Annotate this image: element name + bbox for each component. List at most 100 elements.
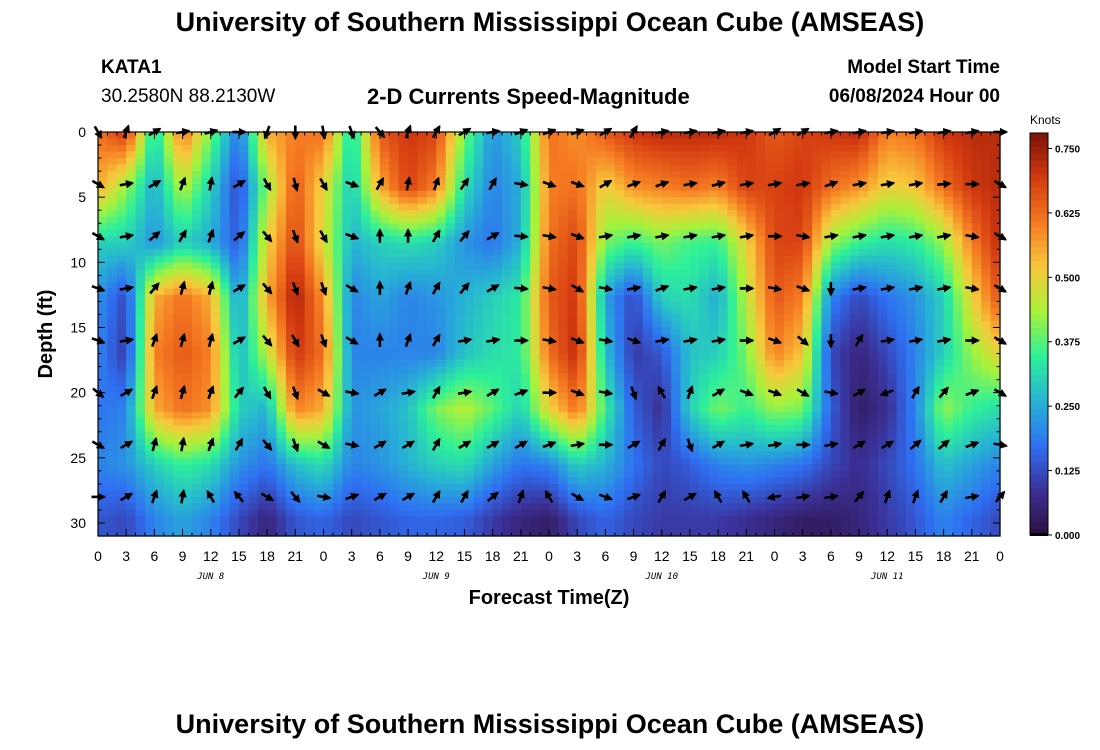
heatmap-cell — [595, 138, 606, 146]
heatmap-cell — [765, 516, 776, 524]
heatmap-cell — [783, 262, 794, 270]
heatmap-cell — [727, 236, 738, 244]
heatmap-cell — [736, 477, 747, 485]
heatmap-cell — [680, 223, 691, 231]
heatmap-cell — [680, 477, 691, 485]
heatmap-cell — [642, 379, 653, 387]
heatmap-cell — [163, 190, 174, 198]
heatmap-cell — [689, 164, 700, 172]
heatmap-cell — [285, 184, 296, 192]
heatmap-cell — [173, 132, 184, 140]
heatmap-cell — [614, 275, 625, 283]
heatmap-cell — [746, 171, 757, 179]
heatmap-cell — [361, 503, 372, 511]
heatmap-cell — [830, 477, 841, 485]
heatmap-cell — [238, 158, 249, 166]
heatmap-cell — [661, 464, 672, 472]
heatmap-cell — [389, 229, 400, 237]
heatmap-cell — [830, 379, 841, 387]
heatmap-cell — [276, 392, 287, 400]
heatmap-cell — [812, 158, 823, 166]
heatmap-cell — [483, 145, 494, 153]
heatmap-cell — [304, 203, 315, 211]
heatmap-cell — [502, 132, 513, 140]
heatmap-cell — [642, 386, 653, 394]
heatmap-cell — [746, 477, 757, 485]
heatmap-cell — [417, 242, 428, 250]
heatmap-cell — [774, 249, 785, 257]
heatmap-cell — [812, 509, 823, 518]
heatmap-cell — [699, 281, 710, 289]
heatmap-cell — [718, 171, 729, 179]
heatmap-cell — [689, 366, 700, 374]
heatmap-cell — [661, 184, 672, 192]
heatmap-cell — [98, 470, 108, 478]
heatmap-cell — [173, 288, 184, 296]
heatmap-cell — [699, 425, 710, 433]
heatmap-cell — [840, 184, 851, 192]
heatmap-cell — [154, 249, 165, 257]
heatmap-cell — [830, 444, 841, 452]
heatmap-cell — [614, 145, 625, 153]
heatmap-cell — [736, 320, 747, 329]
heatmap-cell — [426, 360, 437, 368]
heatmap-cell — [539, 314, 550, 322]
heatmap-cell — [473, 490, 484, 498]
heatmap-cell — [605, 294, 616, 303]
heatmap-cell — [285, 216, 296, 224]
heatmap-cell — [830, 503, 841, 511]
heatmap-cell — [492, 268, 503, 276]
heatmap-cell — [558, 223, 569, 231]
heatmap-cell — [163, 470, 174, 478]
heatmap-cell — [746, 210, 757, 218]
heatmap-cell — [173, 470, 184, 478]
heatmap-cell — [257, 379, 268, 387]
heatmap-cell — [342, 307, 353, 316]
heatmap-cell — [248, 522, 259, 531]
heatmap-cell — [718, 490, 729, 498]
heatmap-cell — [464, 177, 475, 185]
heatmap-cell — [107, 294, 118, 303]
heatmap-cell — [126, 366, 137, 374]
heatmap-cell — [267, 275, 278, 283]
heatmap-cell — [567, 288, 578, 296]
heatmap-cell — [502, 399, 513, 407]
heatmap-cell — [417, 503, 428, 511]
heatmap-cell — [586, 203, 597, 211]
heatmap-cell — [830, 360, 841, 368]
heatmap-cell — [783, 444, 794, 452]
heatmap-cell — [727, 314, 738, 322]
heatmap-cell — [624, 158, 635, 166]
heatmap-cell — [210, 145, 221, 153]
heatmap-cell — [661, 164, 672, 172]
heatmap-cell — [201, 379, 212, 387]
heatmap-cell — [802, 242, 813, 250]
heatmap-cell — [304, 522, 315, 531]
heatmap-cell — [389, 268, 400, 276]
heatmap-cell — [821, 242, 832, 250]
heatmap-cell — [144, 210, 155, 218]
heatmap-cell — [408, 249, 419, 257]
heatmap-cell — [642, 184, 653, 192]
heatmap-cell — [323, 353, 334, 361]
heatmap-cell — [840, 477, 851, 485]
heatmap-cell — [144, 412, 155, 420]
heatmap-cell — [238, 496, 249, 505]
heatmap-cell — [173, 151, 184, 159]
heatmap-cell — [595, 529, 606, 537]
heatmap-cell — [220, 451, 231, 459]
heatmap-cell — [821, 483, 832, 491]
heatmap-cell — [530, 444, 541, 452]
heatmap-cell — [755, 210, 766, 218]
heatmap-cell — [586, 451, 597, 459]
heatmap-cell — [267, 470, 278, 478]
heatmap-cell — [718, 275, 729, 283]
heatmap-cell — [455, 203, 466, 211]
heatmap-cell — [642, 477, 653, 485]
heatmap-cell — [126, 425, 137, 433]
heatmap-cell — [520, 223, 531, 231]
heatmap-cell — [398, 340, 409, 348]
heatmap-cell — [210, 216, 221, 224]
heatmap-cell — [135, 366, 146, 374]
heatmap-cell — [577, 262, 588, 270]
